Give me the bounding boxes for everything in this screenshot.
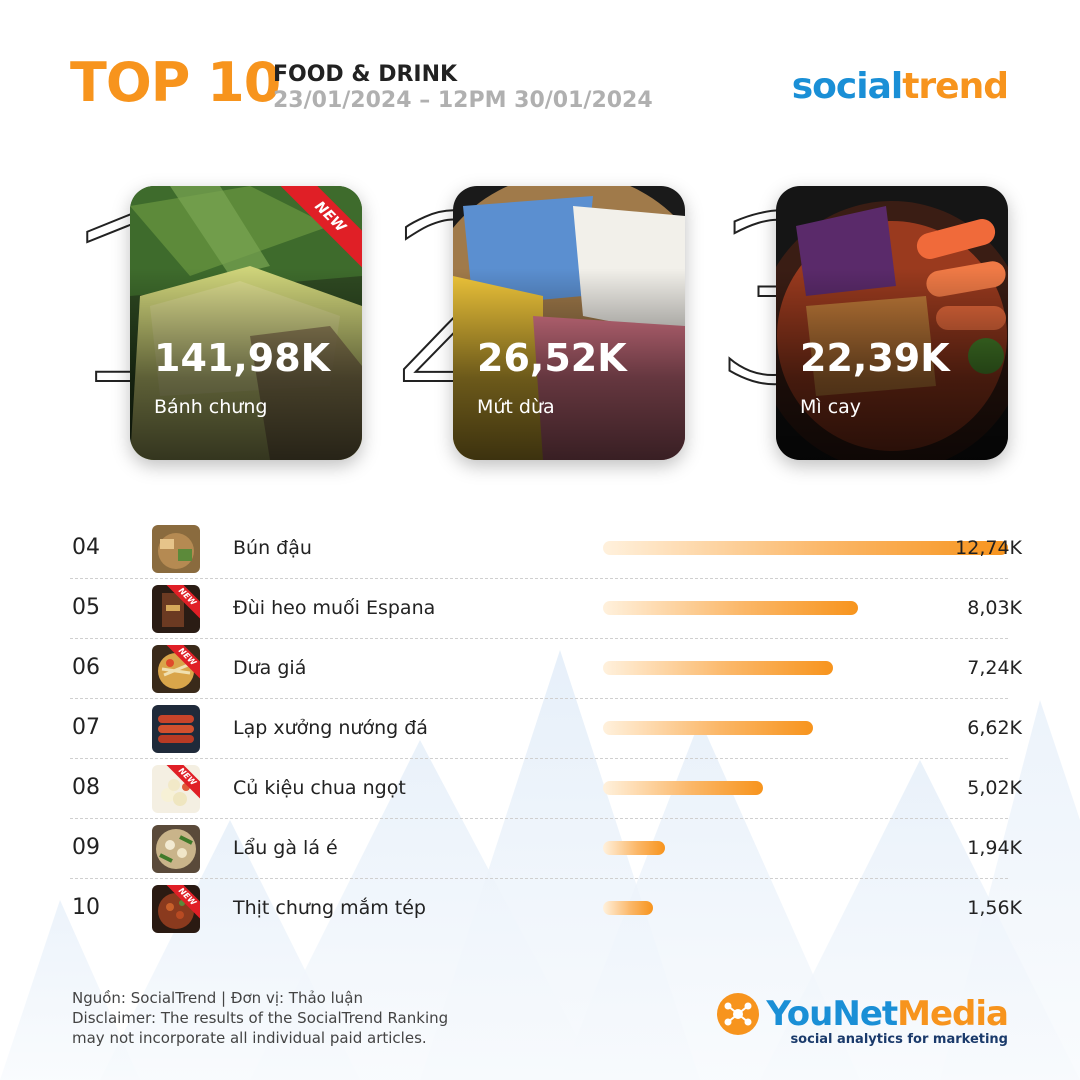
rank-number: 07 xyxy=(72,715,100,740)
food-thumbnail: NEW xyxy=(152,585,200,633)
food-thumbnail xyxy=(152,825,200,873)
bar-mark xyxy=(603,601,858,615)
food-thumbnail: NEW xyxy=(152,645,200,693)
value-label: 8,03K xyxy=(967,597,1022,619)
top1-card[interactable]: NEW 141,98K Bánh chưng xyxy=(130,186,362,460)
top3-card[interactable]: 22,39K Mì cay xyxy=(776,186,1008,460)
list-row[interactable]: 06 NEW Dưa giá 7,24K xyxy=(70,639,1022,699)
food-name: Dưa giá xyxy=(233,657,307,679)
rank-number: 08 xyxy=(72,775,100,800)
food-name: Lẩu gà lá é xyxy=(233,837,338,859)
younet-logo-icon xyxy=(717,993,760,1035)
food-thumbnail: NEW xyxy=(152,885,200,933)
value-label: 1,94K xyxy=(967,837,1022,859)
food-name: Lạp xưởng nướng đá xyxy=(233,717,428,739)
younet-tagline: social analytics for marketing xyxy=(790,1032,1008,1047)
disclaimer-line-1: Disclaimer: The results of the SocialTre… xyxy=(72,1009,449,1027)
rank-number: 10 xyxy=(72,895,100,920)
footer-note: Nguồn: SocialTrend | Đơn vị: Thảo luận D… xyxy=(72,988,448,1048)
list-row[interactable]: 05 NEW Đùi heo muối Espana 8,03K xyxy=(70,579,1022,639)
disclaimer-line-2: may not incorporate all individual paid … xyxy=(72,1029,427,1047)
food-thumbnail: NEW xyxy=(152,765,200,813)
food-thumbnail xyxy=(152,525,200,573)
rank-number: 06 xyxy=(72,655,100,680)
bar-mark xyxy=(603,901,653,915)
rank-number: 04 xyxy=(72,535,100,560)
new-badge: NEW xyxy=(278,186,362,270)
value-label: 6,62K xyxy=(967,717,1022,739)
bar-mark xyxy=(603,661,833,675)
list-row[interactable]: 10 NEW Thịt chưng mắm tép 1,56K xyxy=(70,879,1022,939)
rank-number: 05 xyxy=(72,595,100,620)
list-row[interactable]: 09 Lẩu gà lá é 1,94K xyxy=(70,819,1022,879)
top2-value: 26,52K xyxy=(477,336,627,380)
bar-mark xyxy=(603,781,763,795)
value-label: 1,56K xyxy=(967,897,1022,919)
top3-value: 22,39K xyxy=(800,336,950,380)
top2-card[interactable]: 26,52K Mứt dừa xyxy=(453,186,685,460)
top3-name: Mì cay xyxy=(800,396,862,418)
list-row[interactable]: 07 Lạp xưởng nướng đá 6,62K xyxy=(70,699,1022,759)
list-row[interactable]: 08 NEW Củ kiệu chua ngọt 5,02K xyxy=(70,759,1022,819)
socialtrend-logo: socialtrend xyxy=(791,66,1009,107)
food-thumbnail xyxy=(152,705,200,753)
bar-mark xyxy=(603,541,1008,555)
value-label: 7,24K xyxy=(967,657,1022,679)
food-name: Đùi heo muối Espana xyxy=(233,597,436,619)
top1-name: Bánh chưng xyxy=(154,396,268,418)
food-name: Củ kiệu chua ngọt xyxy=(233,777,406,799)
category-title: FOOD & DRINK xyxy=(273,62,458,87)
top1-value: 141,98K xyxy=(154,336,331,380)
value-label: 5,02K xyxy=(967,777,1022,799)
list-row[interactable]: 04 Bún đậu 12,74K xyxy=(70,519,1022,579)
food-name: Thịt chưng mắm tép xyxy=(233,897,426,919)
source-line: Nguồn: SocialTrend | Đơn vị: Thảo luận xyxy=(72,989,363,1007)
rank-number: 09 xyxy=(72,835,100,860)
period-range: 23/01/2024 – 12PM 30/01/2024 xyxy=(273,88,653,113)
bar-mark xyxy=(603,841,665,855)
headline: TOP 10 xyxy=(70,51,281,114)
bar-mark xyxy=(603,721,813,735)
food-name: Bún đậu xyxy=(233,537,312,559)
younet-media-logo: YouNetMedia social analytics for marketi… xyxy=(716,992,1009,1047)
top2-name: Mứt dừa xyxy=(477,396,555,418)
value-label: 12,74K xyxy=(955,537,1022,559)
